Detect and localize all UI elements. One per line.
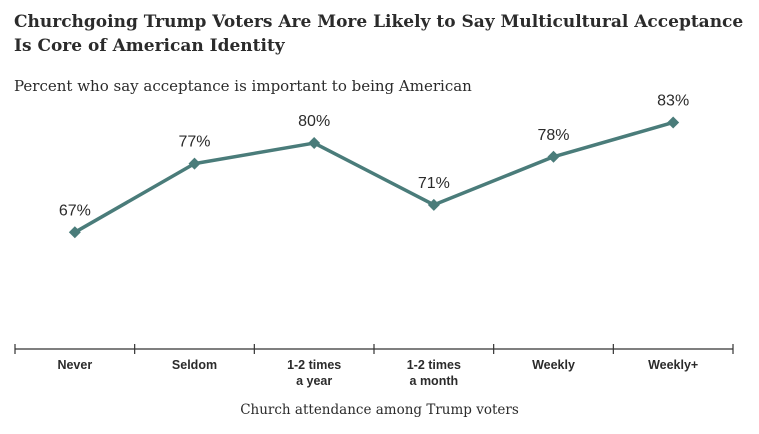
x-axis: Never Seldom 1-2 times a year 1-2 times a mon… — [14, 344, 734, 388]
data-label: 78% — [537, 127, 569, 144]
data-label: 80% — [298, 113, 330, 130]
x-tick-label: 1-2 times a month — [407, 358, 461, 388]
data-point — [308, 137, 321, 150]
data-markers — [68, 116, 680, 239]
data-point — [68, 226, 81, 239]
data-point — [188, 157, 201, 170]
chart-title: Churchgoing Trump Voters Are More Likely… — [14, 12, 744, 56]
data-point — [427, 198, 440, 211]
data-label: 83% — [657, 92, 689, 109]
data-labels: 67% 77% 80% 71% 78% 83% — [59, 92, 689, 219]
data-point — [667, 116, 680, 129]
x-tick-label: Never — [57, 358, 92, 372]
series-line-layer — [73, 120, 674, 234]
chart-subtitle: Percent who say acceptance is important … — [14, 77, 472, 95]
x-tick-label: Weekly+ — [648, 358, 698, 372]
data-label: 71% — [418, 175, 450, 192]
x-axis-title: Church attendance among Trump voters — [240, 402, 519, 418]
x-tick-label: Seldom — [172, 358, 217, 372]
series-line — [73, 120, 674, 234]
data-label: 77% — [178, 134, 210, 151]
data-label: 67% — [59, 202, 91, 219]
x-tick-label: Weekly — [532, 358, 575, 372]
data-point — [547, 150, 560, 163]
x-tick-label: 1-2 times a year — [287, 358, 341, 388]
